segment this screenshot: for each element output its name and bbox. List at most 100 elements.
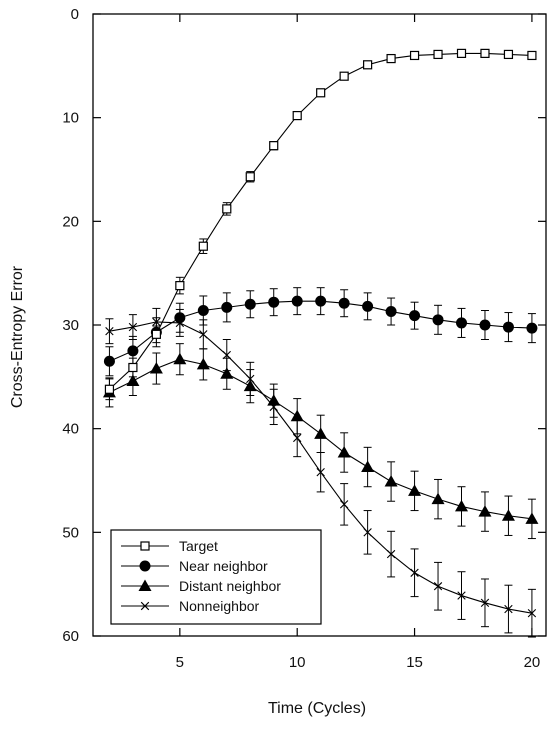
data-point xyxy=(339,500,349,509)
data-point xyxy=(337,446,351,458)
data-point xyxy=(291,295,303,307)
data-point xyxy=(175,318,185,328)
data-point xyxy=(127,345,139,357)
data-point xyxy=(408,484,422,496)
legend-item: Target xyxy=(121,538,218,554)
legend-marker xyxy=(138,579,152,591)
y-tick-label: 50 xyxy=(62,524,79,541)
data-point xyxy=(457,591,466,600)
data-point xyxy=(502,321,514,333)
legend-marker xyxy=(139,560,151,572)
data-point xyxy=(198,241,208,251)
series-line xyxy=(109,52,532,390)
data-point xyxy=(221,301,233,313)
series-target xyxy=(104,48,537,401)
data-point xyxy=(480,598,490,608)
data-point xyxy=(149,362,163,374)
data-point xyxy=(220,367,234,379)
data-point xyxy=(527,50,537,61)
data-point xyxy=(199,330,208,339)
data-point xyxy=(222,350,231,360)
data-point xyxy=(128,322,138,332)
y-tick-label: 10 xyxy=(62,110,79,127)
data-point xyxy=(455,499,469,512)
legend-marker xyxy=(140,541,150,551)
data-point xyxy=(433,582,443,591)
legend-item: Distant neighbor xyxy=(121,578,281,594)
data-point xyxy=(385,306,397,318)
data-point xyxy=(432,314,444,326)
data-point xyxy=(151,329,161,339)
data-point xyxy=(293,433,302,443)
data-point xyxy=(479,319,491,331)
data-point xyxy=(269,141,279,151)
legend-item: Nonneighbor xyxy=(121,598,260,614)
data-point xyxy=(175,281,185,291)
data-point xyxy=(456,48,467,58)
data-point xyxy=(409,310,421,322)
legend-label: Target xyxy=(179,538,218,554)
data-point xyxy=(525,512,539,524)
data-point xyxy=(196,357,210,370)
x-tick-label: 10 xyxy=(289,654,306,671)
data-point xyxy=(431,492,445,505)
data-point xyxy=(409,50,420,61)
series-layer xyxy=(102,48,539,638)
data-point xyxy=(456,317,468,329)
data-point xyxy=(268,296,280,308)
data-point xyxy=(363,60,373,70)
data-point xyxy=(363,528,372,537)
series-near-neighbor xyxy=(103,287,538,377)
x-axis-label: Time (Cycles) xyxy=(268,700,366,717)
data-point xyxy=(386,549,396,559)
data-point xyxy=(105,327,114,336)
data-point xyxy=(245,172,255,182)
y-tick-label: 20 xyxy=(62,213,79,230)
data-point xyxy=(386,53,396,64)
data-point xyxy=(315,295,327,307)
data-point xyxy=(480,48,490,58)
data-point xyxy=(316,468,325,477)
data-point xyxy=(314,427,328,439)
data-point xyxy=(433,49,443,60)
data-point xyxy=(504,604,513,614)
data-point xyxy=(173,352,187,365)
legend-label: Near neighbor xyxy=(179,558,268,574)
axes: 0 10 20 30 40 50 60 5 10 15 20 xyxy=(62,6,547,671)
y-tick-label: 30 xyxy=(62,317,79,334)
x-tick-label: 20 xyxy=(524,654,541,671)
data-point xyxy=(478,505,492,517)
legend: Target Near neighbor Distant neighbor Nonne… xyxy=(110,529,322,625)
data-point xyxy=(103,355,115,367)
y-axis-label: Cross-Entropy Error xyxy=(9,265,26,408)
y-tick-label: 0 xyxy=(71,6,79,23)
x-tick-label: 5 xyxy=(176,654,184,671)
data-point xyxy=(246,374,255,384)
x-tick-label: 15 xyxy=(406,654,423,671)
data-point xyxy=(384,475,398,487)
data-point xyxy=(244,298,256,310)
data-point xyxy=(362,300,374,312)
data-point xyxy=(269,402,278,412)
data-point xyxy=(527,609,537,618)
data-point xyxy=(197,304,209,316)
y-tick-label: 40 xyxy=(62,421,79,438)
data-point xyxy=(292,110,302,121)
data-point xyxy=(104,384,115,394)
data-point xyxy=(503,49,514,60)
legend-item: Near neighbor xyxy=(121,558,268,574)
data-point xyxy=(222,204,232,214)
y-tick-label: 60 xyxy=(62,628,79,645)
data-point xyxy=(128,362,138,373)
data-point xyxy=(410,568,419,577)
series-distant-neighbor xyxy=(102,343,539,540)
legend-label: Nonneighbor xyxy=(179,598,260,614)
data-point xyxy=(501,509,515,521)
data-point xyxy=(126,374,140,386)
data-point xyxy=(290,409,304,422)
data-point xyxy=(152,317,161,327)
data-point xyxy=(338,297,350,309)
data-point xyxy=(526,322,538,334)
